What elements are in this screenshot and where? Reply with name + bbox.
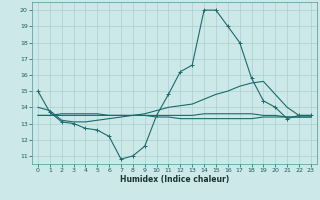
X-axis label: Humidex (Indice chaleur): Humidex (Indice chaleur) bbox=[120, 175, 229, 184]
